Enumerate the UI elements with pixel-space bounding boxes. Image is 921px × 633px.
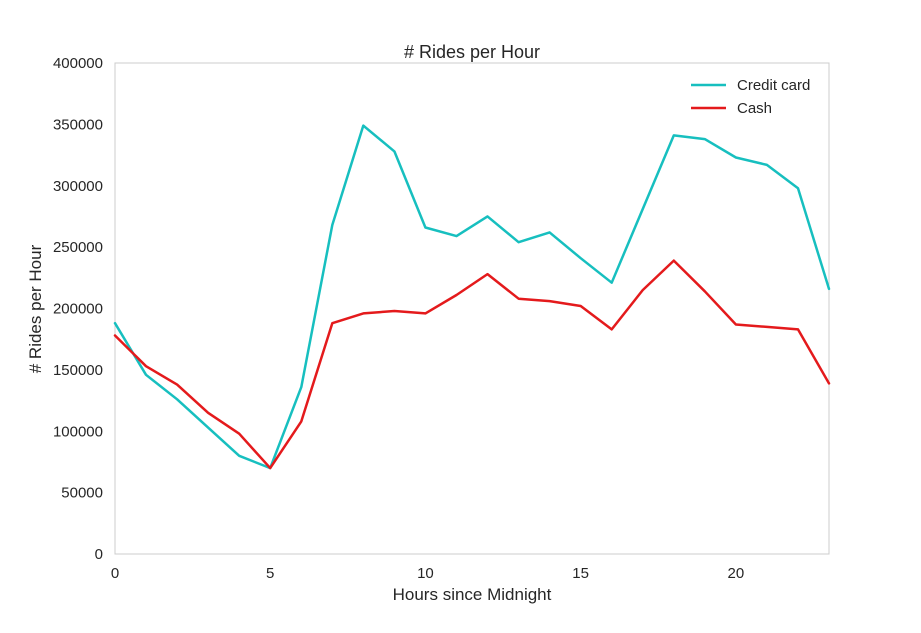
legend: Credit card Cash xyxy=(691,77,810,117)
y-tick-label: 200000 xyxy=(53,301,103,318)
x-tick-label: 5 xyxy=(266,565,274,582)
y-tick-label: 0 xyxy=(95,546,103,563)
y-tick-label: 400000 xyxy=(53,55,103,72)
y-axis-title: # Rides per Hour xyxy=(26,244,45,373)
chart-title: # Rides per Hour xyxy=(404,42,540,62)
y-axis-ticks: 0 50000 100000 150000 200000 250000 300000 3500… xyxy=(53,55,103,563)
y-tick-label: 250000 xyxy=(53,239,103,256)
x-tick-label: 0 xyxy=(111,565,119,582)
legend-label: Cash xyxy=(737,100,772,117)
y-tick-label: 150000 xyxy=(53,362,103,379)
x-tick-label: 10 xyxy=(417,565,434,582)
legend-label: Credit card xyxy=(737,77,810,94)
y-tick-label: 50000 xyxy=(61,485,103,502)
series-line-cash xyxy=(113,259,831,470)
series-lines xyxy=(113,124,831,470)
x-axis-ticks: 0 5 10 15 20 xyxy=(111,565,744,582)
x-axis-title: Hours since Midnight xyxy=(393,585,552,604)
plot-area xyxy=(114,62,830,555)
y-tick-label: 300000 xyxy=(53,178,103,195)
x-tick-label: 20 xyxy=(728,565,745,582)
series-line-credit-card xyxy=(113,124,831,470)
x-tick-label: 15 xyxy=(572,565,589,582)
y-tick-label: 100000 xyxy=(53,423,103,440)
y-tick-label: 350000 xyxy=(53,116,103,133)
